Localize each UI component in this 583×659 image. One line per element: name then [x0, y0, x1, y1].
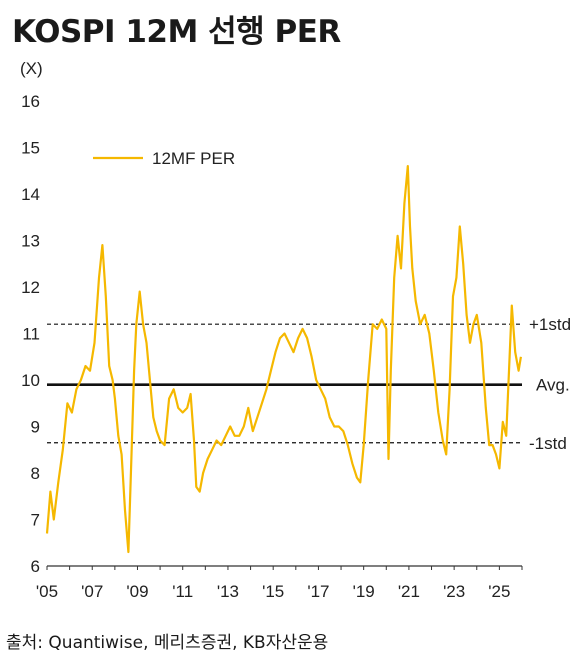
reference-line-label: Avg. [536, 376, 570, 395]
legend: 12MF PER [93, 149, 235, 168]
y-tick-label: 6 [31, 557, 40, 576]
x-tick-label: '05 [36, 582, 58, 601]
x-tick-label: '15 [262, 582, 284, 601]
x-tick-label: '19 [353, 582, 375, 601]
source-note: 출처: Quantiwise, 메리츠증권, KB자산운용 [6, 633, 329, 653]
y-unit-label: (X) [20, 59, 43, 78]
x-tick-label: '17 [307, 582, 329, 601]
x-tick-label: '07 [81, 582, 103, 601]
y-tick-label: 10 [21, 371, 40, 390]
y-tick-label: 15 [21, 139, 40, 158]
y-tick-label: 11 [22, 325, 40, 344]
chart-title: KOSPI 12M 선행 PER [12, 14, 341, 50]
y-tick-label: 16 [21, 92, 40, 111]
x-tick-label: '13 [217, 582, 239, 601]
y-axis-ticks: 6 7 8 9 10 11 12 13 14 15 16 [21, 92, 40, 576]
y-tick-label: 7 [31, 511, 40, 530]
x-tick-label: '21 [398, 582, 420, 601]
y-tick-label: 14 [21, 185, 40, 204]
x-tick-label: '25 [488, 582, 510, 601]
reference-lines: +1std Avg. -1std [47, 315, 571, 453]
x-tick-label: '09 [126, 582, 148, 601]
y-tick-label: 12 [21, 278, 40, 297]
x-axis: '05 '07 '09 '11 '13 '15 '17 '19 '21 '23 '25 [36, 565, 523, 601]
x-tick-label: '11 [172, 582, 193, 601]
y-tick-label: 9 [31, 418, 40, 437]
reference-line-label: -1std [529, 434, 567, 453]
reference-line-label: +1std [529, 315, 571, 334]
y-tick-label: 13 [21, 232, 40, 251]
series-group [45, 165, 522, 554]
y-tick-label: 8 [31, 464, 40, 483]
series-line [45, 165, 522, 554]
x-tick-label: '23 [443, 582, 465, 601]
legend-label: 12MF PER [152, 149, 235, 168]
